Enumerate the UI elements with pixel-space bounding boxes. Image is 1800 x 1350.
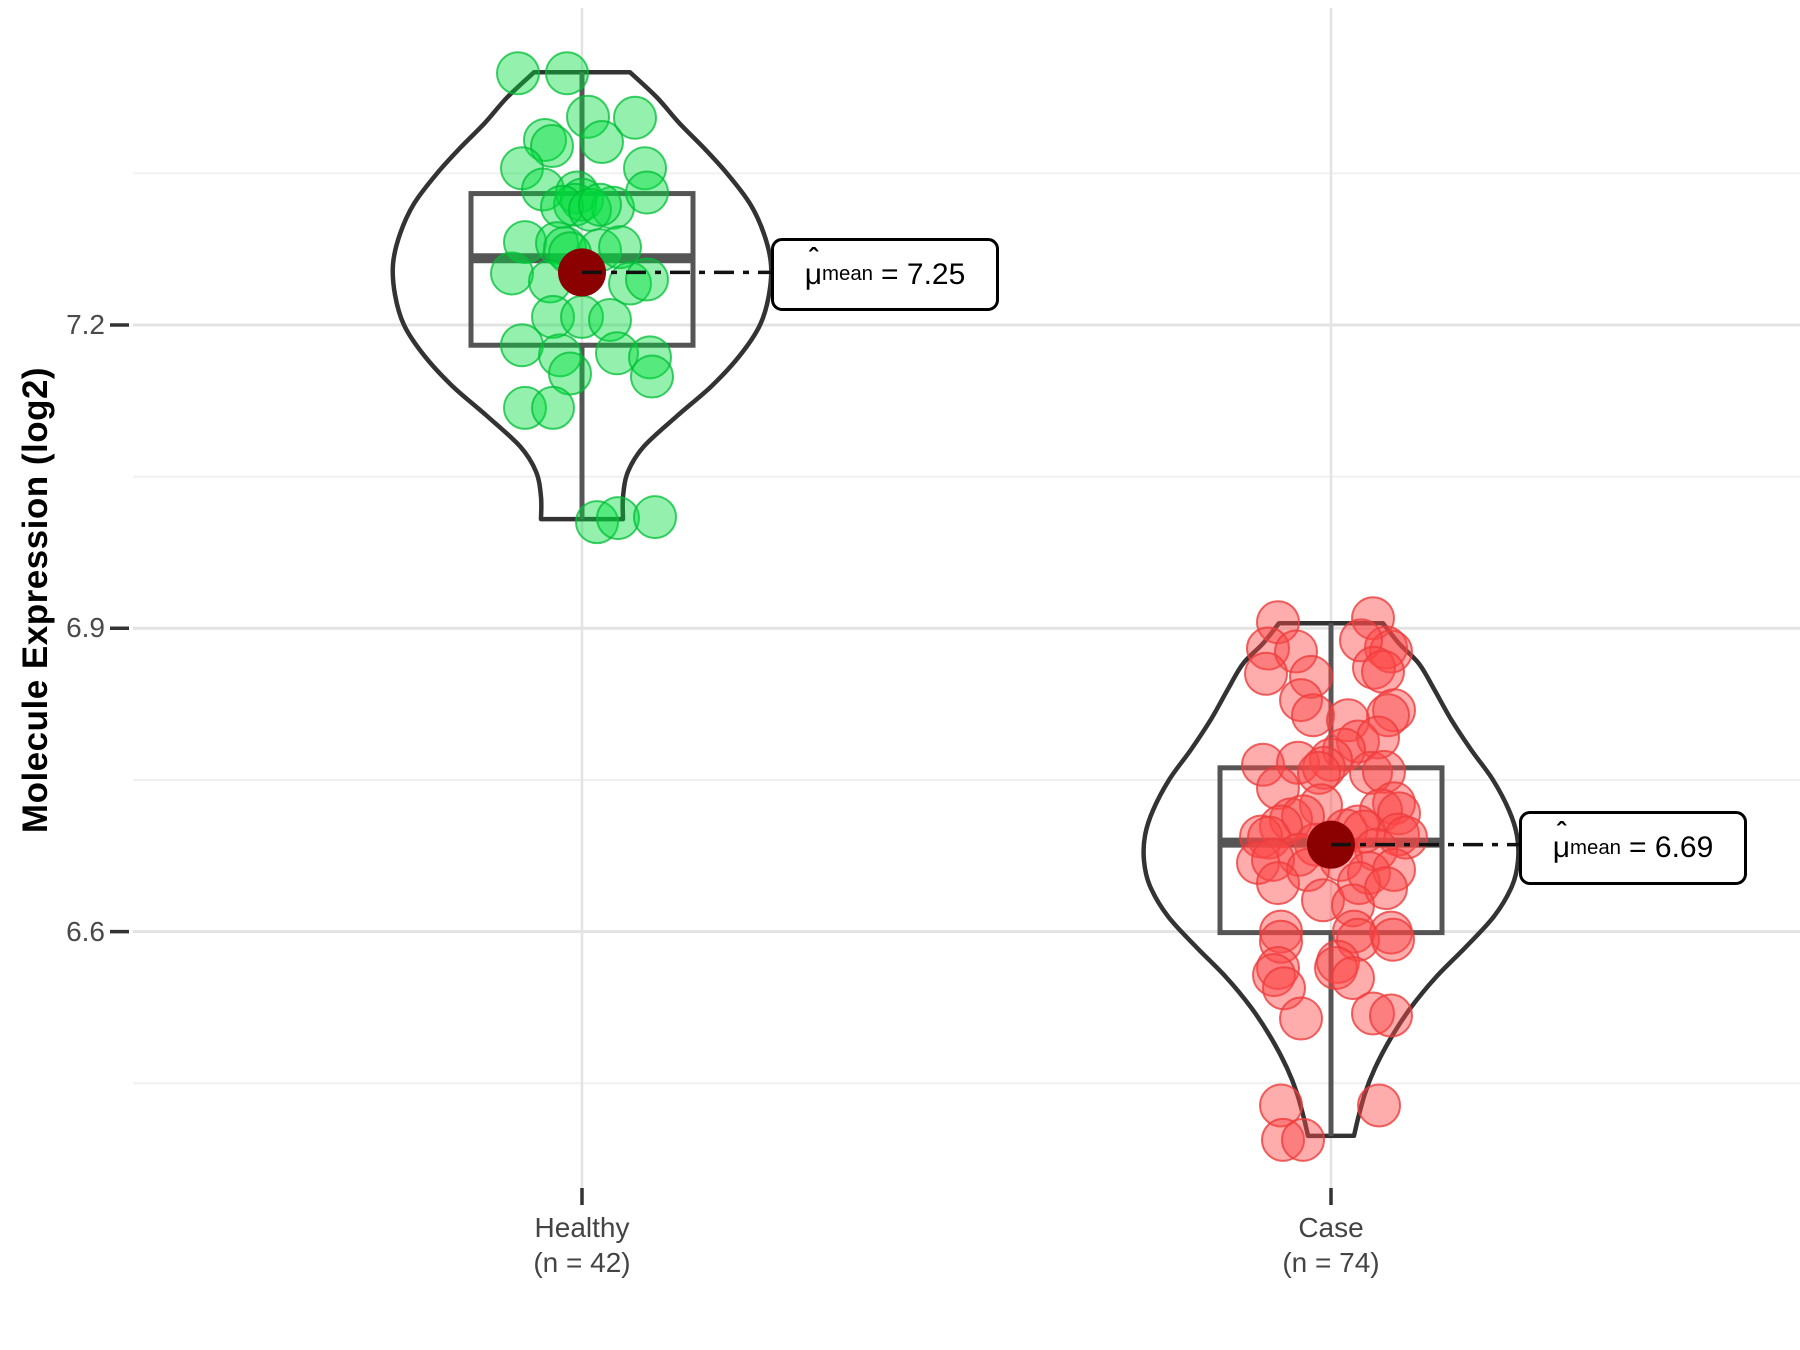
data-point-case bbox=[1256, 861, 1300, 906]
data-point-case bbox=[1356, 715, 1400, 760]
data-point-healthy bbox=[588, 297, 632, 342]
group-n-healthy: (n = 42) bbox=[533, 1247, 631, 1278]
data-point-healthy bbox=[566, 94, 610, 139]
data-point-healthy bbox=[628, 335, 672, 380]
data-point-case bbox=[1357, 1083, 1401, 1128]
data-point-case bbox=[1331, 956, 1375, 1001]
data-point-case bbox=[1369, 993, 1413, 1038]
mu-subscript: mean bbox=[822, 263, 874, 286]
data-point-healthy bbox=[630, 354, 674, 399]
data-point-case bbox=[1244, 651, 1288, 696]
data-point-healthy bbox=[591, 185, 635, 230]
violin-outline-case bbox=[1141, 620, 1521, 1139]
data-point-case bbox=[1331, 883, 1375, 928]
group-name-healthy: Healthy bbox=[534, 1212, 630, 1243]
data-point-case bbox=[1366, 693, 1410, 738]
data-point-healthy bbox=[496, 51, 540, 96]
y-axis-title: Molecule Expression (log2) bbox=[16, 366, 55, 834]
hat-accent: ˆ bbox=[1556, 816, 1566, 847]
data-point-case bbox=[1279, 996, 1323, 1041]
data-point-case bbox=[1351, 991, 1395, 1036]
data-point-case bbox=[1281, 794, 1325, 839]
data-point-case bbox=[1259, 1083, 1303, 1128]
data-point-healthy bbox=[580, 120, 624, 165]
data-point-case bbox=[1279, 678, 1323, 723]
data-point-case bbox=[1246, 626, 1290, 671]
data-point-case bbox=[1361, 649, 1405, 694]
y-tick-label-6-6: 6.6 bbox=[66, 915, 105, 947]
y-tick-label-6-9: 6.9 bbox=[66, 612, 105, 644]
hat-accent: ˆ bbox=[808, 243, 818, 274]
data-point-healthy bbox=[490, 251, 534, 296]
group-n-case: (n = 74) bbox=[1282, 1247, 1380, 1278]
violin-outline-healthy bbox=[390, 70, 774, 522]
mu-glyph: μ bbox=[1552, 831, 1571, 864]
data-point-case bbox=[1274, 629, 1318, 674]
data-point-healthy bbox=[545, 51, 589, 96]
mean-value-healthy: = 7.25 bbox=[881, 257, 966, 291]
x-axis-label-healthy: Healthy (n = 42) bbox=[452, 1210, 712, 1280]
data-point-case bbox=[1259, 909, 1303, 954]
data-point-case bbox=[1372, 847, 1416, 892]
data-point-healthy bbox=[625, 257, 669, 302]
mu-subscript: mean bbox=[1570, 836, 1622, 859]
data-point-case bbox=[1241, 742, 1285, 787]
data-point-healthy bbox=[625, 170, 669, 215]
data-point-case bbox=[1349, 750, 1393, 795]
data-point-case bbox=[1371, 917, 1415, 962]
group-name-case: Case bbox=[1298, 1212, 1364, 1243]
data-point-healthy bbox=[598, 225, 642, 270]
data-point-case bbox=[1281, 1117, 1325, 1162]
data-point-case bbox=[1309, 737, 1353, 782]
data-point-case bbox=[1339, 618, 1383, 663]
mean-value-case: = 6.69 bbox=[1629, 831, 1714, 864]
data-point-case bbox=[1291, 693, 1335, 738]
data-point-healthy bbox=[623, 146, 667, 191]
data-point-healthy bbox=[633, 495, 677, 540]
data-point-healthy bbox=[500, 323, 544, 368]
data-point-healthy bbox=[531, 385, 575, 430]
mu-glyph: μ bbox=[804, 257, 823, 291]
data-point-healthy bbox=[613, 95, 657, 140]
data-point-healthy bbox=[530, 124, 574, 169]
data-point-case bbox=[1297, 750, 1341, 795]
x-axis-label-case: Case (n = 74) bbox=[1201, 1210, 1461, 1280]
data-point-healthy bbox=[595, 331, 639, 376]
data-point-healthy bbox=[578, 182, 622, 227]
boxplot-box-case bbox=[1217, 765, 1445, 936]
data-point-case bbox=[1289, 654, 1333, 699]
y-tick-label-7-2: 7.2 bbox=[66, 309, 105, 340]
data-point-healthy bbox=[596, 496, 640, 541]
mean-annotation-healthy: ˆ μ mean = 7.25 bbox=[771, 238, 999, 311]
mean-annotation-case: ˆ μ mean = 6.69 bbox=[1519, 811, 1747, 885]
data-point-case bbox=[1372, 688, 1416, 733]
